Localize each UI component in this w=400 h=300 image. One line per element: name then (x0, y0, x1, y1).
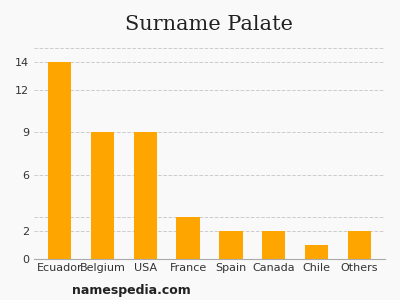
Bar (305, 245, 328, 259)
Title: Surname Palate: Surname Palate (126, 15, 294, 34)
Bar (176, 217, 200, 259)
Bar (48, 62, 72, 259)
Bar (91, 132, 114, 259)
Text: namespedia.com: namespedia.com (72, 284, 191, 297)
Bar (262, 231, 286, 259)
Bar (348, 231, 371, 259)
Bar (134, 132, 157, 259)
Bar (219, 231, 243, 259)
